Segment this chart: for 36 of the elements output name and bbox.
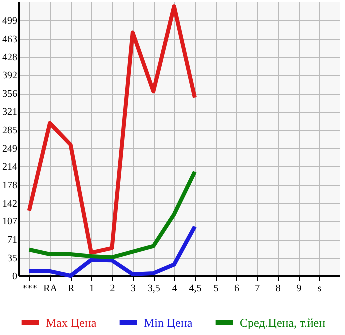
y-tick-label: 71: [8, 235, 18, 246]
y-tick-label: 0: [12, 272, 18, 282]
line-series: [27, 170, 198, 260]
y-tick-label: 321: [2, 107, 18, 118]
x-tick-label: s: [318, 284, 322, 294]
y-tick-label: 214: [2, 162, 18, 173]
y-tick-label: 428: [2, 52, 18, 64]
y-tick-label: 463: [2, 34, 18, 46]
x-tick-label: 3: [130, 284, 136, 294]
y-tick-label: 392: [2, 70, 18, 82]
x-tick-label: 6: [234, 284, 240, 294]
y-tick-label: 285: [2, 126, 18, 137]
x-tick-label: 5: [214, 284, 219, 294]
line-series: [27, 224, 198, 278]
legend-label: Min Цена: [144, 316, 194, 330]
legend-label: Сред.Цена, т.йен: [240, 316, 326, 330]
line-series: [27, 4, 198, 255]
x-tick-label: RA: [44, 284, 58, 294]
x-tick-label: R: [68, 284, 75, 294]
x-tick-label: 7: [255, 284, 260, 294]
y-tick-label: 142: [2, 198, 18, 210]
x-tick-label: 3,5: [148, 284, 160, 294]
y-tick-label: 356: [2, 89, 18, 100]
x-tick-label: 4: [172, 284, 178, 294]
legend-label: Max Цена: [46, 316, 98, 330]
x-tick-label: ***: [22, 284, 38, 294]
y-tick-label: 178: [2, 180, 18, 192]
y-tick-label: 107: [2, 216, 18, 228]
x-tick-label: 8: [276, 284, 281, 294]
x-tick-label: 1: [89, 284, 94, 294]
y-tick-label: 249: [2, 144, 18, 155]
y-tick-label: 499: [2, 16, 18, 27]
y-tick-label: 35: [8, 254, 18, 265]
x-tick-label: 2: [110, 284, 116, 294]
x-tick-label: 9: [296, 284, 302, 294]
x-tick-label: 4,5: [189, 284, 202, 294]
